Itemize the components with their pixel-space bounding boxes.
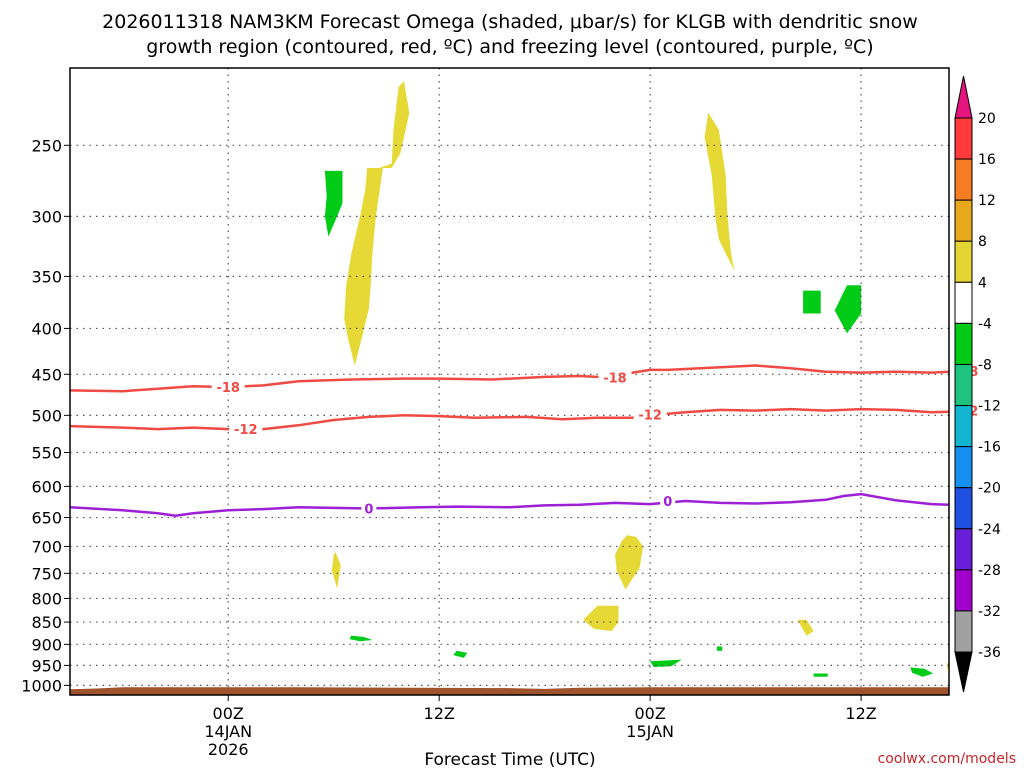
- green-blob-960-right-a: [910, 667, 934, 677]
- contour-label-0-0: 0: [364, 502, 373, 517]
- contour-label--18-0: -18: [216, 381, 240, 396]
- contour-label--12-0: -12: [234, 423, 258, 438]
- x-tick-year-0: 2026: [208, 740, 249, 759]
- contour-label-bg-0-0: [361, 501, 377, 516]
- colorbar-label-8: -16: [978, 440, 1001, 456]
- contour-label-0-1: 0: [663, 495, 672, 510]
- credit-text[interactable]: coolwx.com/models: [878, 751, 1016, 767]
- contour-label-bg--18-1: [598, 370, 632, 385]
- yellow-blob-700: [615, 535, 644, 590]
- contour-label-bg--12-0: [229, 422, 263, 437]
- yellow-band-upper-left: [344, 81, 410, 366]
- y-tick-label-350: 350: [31, 267, 62, 286]
- colorbar-label-6: -8: [978, 357, 992, 373]
- colorbar-label-4: 4: [978, 275, 987, 291]
- colorbar: 20 16 12 8 4 -4 -8 -12 -16 -20 -24 -28 -32 -36: [954, 75, 1001, 693]
- green-blob-880-left: [349, 635, 373, 642]
- colorbar-swatch-9: [954, 487, 973, 530]
- colorbar-swatch-4: [954, 281, 973, 324]
- colorbar-label-5: -4: [978, 316, 992, 332]
- y-tick-label-400: 400: [31, 319, 62, 338]
- colorbar-swatch-6: [954, 363, 973, 407]
- y-tick-label-750: 750: [31, 564, 62, 583]
- x-axis-title: Forecast Time (UTC): [424, 750, 595, 768]
- title-line-2: growth region (contoured, red, ºC) and f…: [146, 36, 873, 58]
- plot-frame: [69, 67, 950, 696]
- y-tick-label-600: 600: [31, 477, 62, 496]
- y-tick-label-450: 450: [31, 365, 62, 384]
- x-tick-label-0: 00Z: [213, 704, 244, 723]
- colorbar-swatch-8: [954, 446, 973, 489]
- y-tick-label-300: 300: [31, 207, 62, 226]
- colorbar-swatch-2: [954, 199, 973, 242]
- x-tick-label-3: 12Z: [845, 704, 876, 723]
- contour-label--12-1: -12: [638, 409, 662, 424]
- colorbar-label-12: -32: [978, 604, 1001, 620]
- green-blob-940-mid: [650, 659, 682, 667]
- contour--12: [70, 407, 949, 431]
- colorbar-label-13: -36: [978, 645, 1001, 661]
- green-blob-975-mid: [813, 673, 828, 677]
- colorbar-label-11: -28: [978, 563, 1001, 579]
- y-tick-label-250: 250: [31, 136, 62, 155]
- yellow-blob-860-right: [797, 619, 814, 636]
- title-line-1: 2026011318 NAM3KM Forecast Omega (shaded…: [102, 11, 918, 33]
- contour-label-bg-0-1: [660, 494, 676, 509]
- y-tick-label-1000: 1000: [21, 676, 62, 695]
- colorbar-swatch-5: [954, 322, 973, 365]
- contour-0: [70, 492, 949, 518]
- green-patch-mid-b: [834, 285, 862, 334]
- green-patch-upper-left: [324, 170, 343, 237]
- yellow-blob-850: [583, 605, 619, 632]
- colorbar-label-10: -24: [978, 522, 1001, 538]
- x-tick-label-1: 12Z: [424, 704, 455, 723]
- omega-shading-layer: [324, 81, 949, 677]
- green-blob-920-left: [453, 650, 468, 658]
- colorbar-swatch-7: [954, 405, 973, 448]
- x-tick-label-2: 00Z: [634, 704, 665, 723]
- y-tick-label-550: 550: [31, 443, 62, 462]
- green-patch-mid-a: [803, 290, 821, 314]
- contour-label-bg--12-1: [633, 407, 667, 422]
- yellow-blob-750-left: [331, 552, 341, 589]
- colorbar-label-3: 8: [978, 234, 987, 250]
- colorbar-top-arrow: [954, 75, 973, 119]
- terrain-layer: [70, 687, 949, 695]
- y-tick-label-850: 850: [31, 613, 62, 632]
- colorbar-swatch-11: [954, 569, 973, 612]
- colorbar-label-2: 12: [978, 193, 996, 209]
- y-tick-label-650: 650: [31, 509, 62, 528]
- colorbar-label-7: -12: [978, 399, 1001, 415]
- green-blob-910-mid: [716, 646, 723, 651]
- surface-ground: [70, 687, 949, 695]
- colorbar-label-9: -20: [978, 481, 1001, 497]
- colorbar-label-1: 16: [978, 152, 996, 168]
- colorbar-swatch-12: [954, 610, 973, 653]
- x-tick-date-0: 14JAN: [204, 722, 252, 741]
- colorbar-swatch-3: [954, 240, 973, 283]
- yellow-band-upper-mid: [704, 112, 735, 271]
- contour--18: [70, 364, 949, 393]
- x-tick-date-2: 15JAN: [626, 722, 674, 741]
- y-tick-label-500: 500: [31, 406, 62, 425]
- colorbar-swatch-0: [954, 117, 973, 160]
- gridlines: [70, 68, 949, 695]
- colorbar-label-0: 20: [978, 111, 996, 127]
- y-tick-label-900: 900: [31, 635, 62, 654]
- colorbar-swatch-10: [954, 528, 973, 571]
- colorbar-bottom-arrow: [954, 651, 973, 693]
- y-tick-label-800: 800: [31, 589, 62, 608]
- colorbar-swatch-1: [954, 158, 973, 201]
- y-axis: 250 300 350 400 450 500 550 600 650 700 750 800 850 9…: [21, 136, 70, 695]
- y-tick-label-700: 700: [31, 537, 62, 556]
- contour-label-bg--18-0: [211, 380, 245, 395]
- contour-label--18-1: -18: [603, 372, 627, 387]
- y-tick-label-950: 950: [31, 656, 62, 675]
